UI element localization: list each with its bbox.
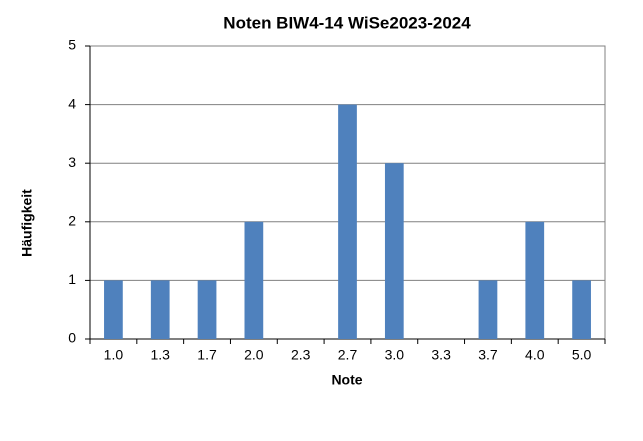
x-tick-label: 3.3 xyxy=(431,347,451,363)
x-tick-label: 5.0 xyxy=(572,347,592,363)
x-tick-label: 3.0 xyxy=(385,347,405,363)
bar xyxy=(150,280,170,339)
y-tick-label: 3 xyxy=(68,154,76,170)
y-tick-label: 1 xyxy=(68,271,76,287)
x-tick-label: 2.7 xyxy=(338,347,358,363)
x-tick-label: 2.3 xyxy=(291,347,311,363)
y-tick-label: 4 xyxy=(68,95,76,111)
x-tick-label: 1.7 xyxy=(197,347,217,363)
bar xyxy=(338,104,357,339)
bar xyxy=(104,280,123,339)
x-tick-label: 2.0 xyxy=(244,347,264,363)
x-tick-label: 1.3 xyxy=(150,347,170,363)
y-tick-label: 5 xyxy=(68,37,76,53)
bar xyxy=(572,280,591,339)
bar xyxy=(478,280,498,339)
y-tick-label: 2 xyxy=(68,213,76,229)
bar xyxy=(384,163,404,339)
bar xyxy=(197,280,217,339)
x-tick-label: 4.0 xyxy=(525,347,545,363)
bar xyxy=(525,221,545,339)
chart-title: Noten BIW4-14 WiSe2023-2024 xyxy=(223,13,471,32)
bar xyxy=(244,221,264,339)
x-axis-title: Note xyxy=(331,372,362,388)
y-axis-title: Häufigkeit xyxy=(19,189,35,257)
x-tick-label: 1.0 xyxy=(104,347,124,363)
x-tick-label: 3.7 xyxy=(478,347,498,363)
y-tick-label: 0 xyxy=(68,330,76,346)
